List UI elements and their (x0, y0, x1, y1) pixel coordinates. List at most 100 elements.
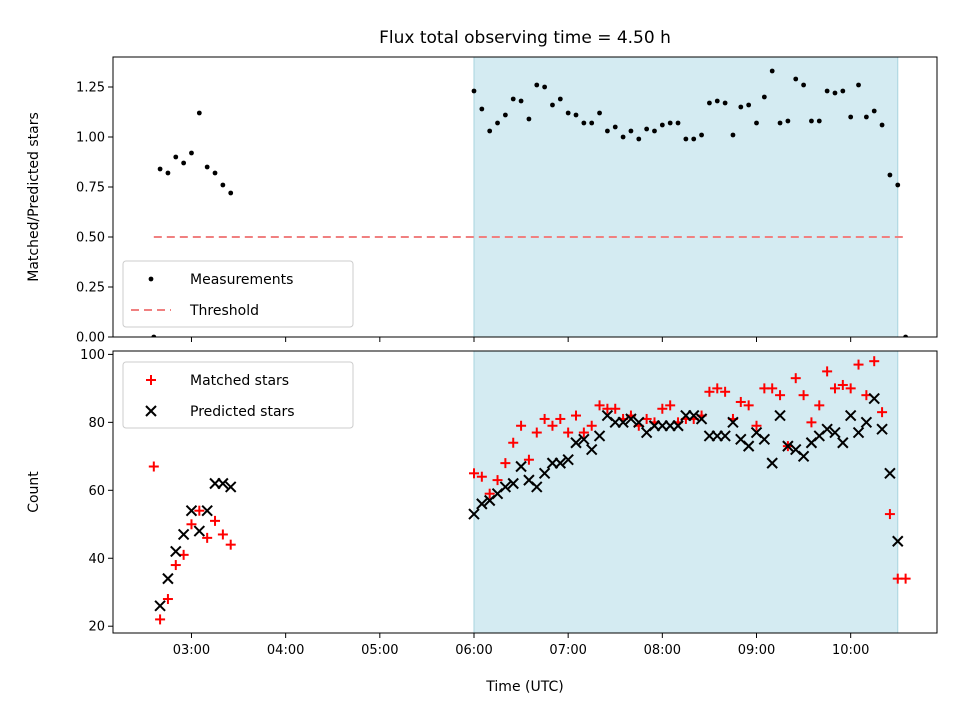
count-panel: 20 40 60 80 100 03:00 04:00 05:00 06:00 07:00 08:0… (26, 348, 938, 695)
data-point (816, 118, 822, 124)
data-point (526, 116, 532, 122)
data-point (165, 170, 171, 176)
marker-stroke (625, 413, 637, 425)
marker-stroke (876, 423, 888, 435)
data-point (563, 427, 574, 438)
marker-stroke (170, 545, 182, 558)
data-point (539, 413, 550, 424)
y-tick-label: 0.25 (76, 281, 105, 296)
marker-stroke (185, 504, 198, 517)
marker-stroke (892, 535, 904, 547)
data-point (876, 423, 888, 435)
marker-stroke (162, 572, 174, 585)
data-point (806, 417, 817, 428)
data-point (719, 430, 731, 442)
marker-stroke (633, 416, 645, 429)
data-point (210, 515, 221, 526)
data-point (758, 433, 771, 446)
axes-frame (112, 350, 938, 634)
series-predicted-stars (154, 392, 904, 612)
marker-stroke (476, 498, 488, 510)
data-point (562, 454, 574, 466)
data-point (821, 423, 833, 435)
legend-label: Threshold (189, 303, 259, 319)
data-point (145, 405, 157, 417)
data-point (507, 477, 519, 490)
data-point (869, 356, 880, 367)
marker-stroke (145, 405, 157, 417)
data-point (620, 134, 626, 140)
data-point (667, 120, 673, 126)
marker-stroke (727, 416, 739, 429)
data-point (644, 126, 650, 132)
legend-label: Matched stars (190, 373, 289, 389)
data-point (895, 182, 901, 188)
data-point (665, 400, 676, 411)
data-point (578, 427, 589, 438)
legend: Measurements Threshold (122, 260, 354, 328)
data-point (856, 82, 861, 88)
y-tick-label: 1.25 (76, 81, 105, 96)
data-point (594, 400, 605, 411)
data-point (565, 110, 571, 116)
data-point (877, 407, 888, 418)
data-point (903, 334, 909, 337)
marker-stroke (719, 430, 731, 442)
data-point (675, 120, 681, 126)
data-point (727, 416, 739, 429)
data-point (738, 104, 744, 110)
data-point (170, 560, 181, 571)
marker-stroke (837, 437, 849, 449)
data-point (571, 410, 582, 421)
marker-stroke (193, 525, 206, 537)
y-axis-label: Matched/Predicted stars (26, 112, 42, 282)
legend-box (122, 361, 354, 429)
x-tick-label: 08:00 (644, 643, 681, 658)
data-point (746, 102, 752, 108)
x-tick-label: 09:00 (738, 643, 775, 658)
observing-window-shade (473, 351, 898, 633)
legend-label: Measurements (190, 272, 293, 288)
data-point (837, 379, 848, 390)
data-point (688, 409, 700, 422)
y-tick-label: 0.00 (76, 331, 105, 346)
data-point (822, 366, 833, 377)
marker-stroke (554, 457, 567, 469)
data-point (761, 94, 767, 100)
data-point (476, 498, 488, 510)
legend-box (122, 260, 354, 328)
data-point (500, 458, 511, 469)
x-tick-label: 05:00 (361, 643, 398, 658)
data-point (162, 594, 173, 605)
data-point (534, 82, 540, 88)
data-point (884, 509, 895, 520)
marker-stroke (750, 426, 763, 439)
data-point (829, 426, 841, 439)
data-point (769, 68, 775, 74)
series-matched-stars (148, 356, 911, 625)
y-tick-label: 60 (88, 484, 105, 499)
observing-window-shade (473, 57, 898, 337)
data-point (824, 88, 830, 94)
data-point (730, 132, 736, 138)
data-point (785, 118, 791, 124)
data-point (510, 96, 516, 102)
data-point (508, 437, 519, 448)
marker-stroke (538, 467, 551, 480)
data-point (657, 403, 668, 414)
data-point (538, 467, 551, 480)
marker-stroke (570, 437, 582, 449)
marker-stroke (695, 413, 708, 425)
x-tick-label: 10:00 (832, 643, 869, 658)
data-point (162, 572, 174, 585)
data-point (597, 110, 602, 116)
data-point (217, 529, 228, 540)
data-point (189, 150, 194, 156)
data-point (704, 386, 715, 397)
data-point (852, 426, 865, 439)
marker-stroke (742, 440, 755, 452)
marker-stroke (468, 508, 480, 520)
marker-stroke (617, 416, 629, 429)
data-point (570, 437, 582, 449)
